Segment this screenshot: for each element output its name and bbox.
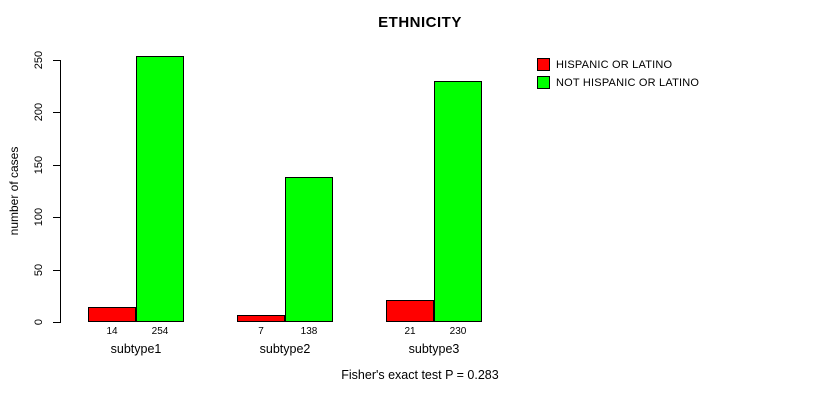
bar-hispanic-or-latino: [386, 300, 434, 322]
y-tick-label: 100: [33, 207, 45, 227]
legend: HISPANIC OR LATINO NOT HISPANIC OR LATINO: [537, 58, 699, 89]
legend-swatch: [537, 76, 550, 89]
legend-item: HISPANIC OR LATINO: [537, 58, 699, 71]
bar-value-label: 14: [106, 326, 118, 337]
y-axis-label: number of cases: [7, 146, 21, 236]
y-tick-mark: [53, 322, 60, 323]
y-axis: [60, 60, 61, 323]
category-label-subtype1: subtype1: [110, 342, 162, 356]
legend-item: NOT HISPANIC OR LATINO: [537, 76, 699, 89]
bar-hispanic-or-latino: [88, 307, 136, 322]
y-tick-label: 250: [33, 50, 45, 70]
legend-swatch: [537, 58, 550, 71]
bar-not-hispanic-or-latino: [285, 177, 333, 322]
y-tick-mark: [53, 270, 60, 271]
bar-value-label: 230: [449, 326, 467, 337]
bar-hispanic-or-latino: [237, 315, 285, 322]
legend-label: HISPANIC OR LATINO: [556, 58, 673, 71]
bar-value-label: 21: [404, 326, 416, 337]
y-tick-label: 50: [33, 263, 45, 277]
y-tick-mark: [53, 217, 60, 218]
y-tick-label: 0: [33, 318, 45, 326]
bar-value-label: 254: [151, 326, 169, 337]
y-tick-label: 200: [33, 102, 45, 122]
annotation-text: Fisher's exact test P = 0.283: [341, 368, 499, 382]
y-tick-label: 150: [33, 155, 45, 175]
y-tick-mark: [53, 165, 60, 166]
bar-not-hispanic-or-latino: [434, 81, 482, 322]
chart-title: ETHNICITY: [378, 14, 462, 31]
bar-value-label: 138: [300, 326, 318, 337]
y-tick-mark: [53, 112, 60, 113]
category-label-subtype2: subtype2: [259, 342, 311, 356]
y-tick-mark: [53, 60, 60, 61]
bar-not-hispanic-or-latino: [136, 56, 184, 322]
bar-value-label: 7: [258, 326, 264, 337]
legend-label: NOT HISPANIC OR LATINO: [556, 76, 700, 89]
category-label-subtype3: subtype3: [408, 342, 460, 356]
